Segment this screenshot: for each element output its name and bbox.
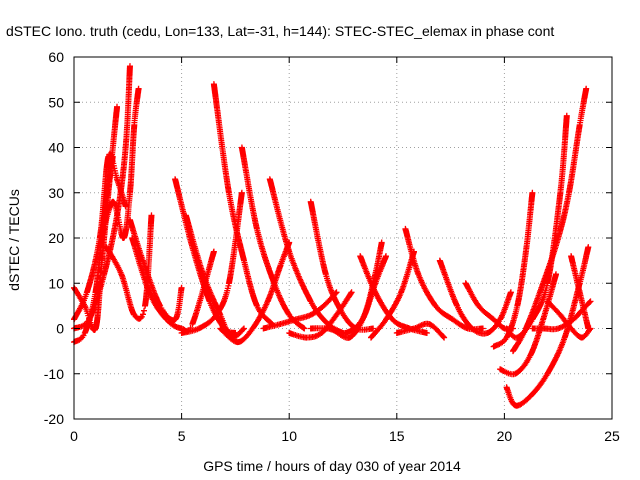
axis-ticks: 0 5 10 15 20 25 -20 -10 0 10 20 30 40 50 60 [44,49,620,444]
series-markers [129,235,217,335]
y-tick-label: 30 [48,185,64,201]
x-tick-label: 0 [70,428,78,444]
series-markers [217,239,293,346]
x-tick-label: 10 [281,428,297,444]
series-markers [329,239,385,341]
series-markers [178,189,245,336]
series-pass-15 [217,239,293,346]
series-markers [544,298,594,341]
series-markers [568,253,592,332]
series-pass-07 [103,212,155,322]
y-tick-label: 40 [48,140,64,156]
series-pass-14 [266,176,346,336]
series-markers [103,212,155,322]
series-pass-24 [436,257,514,337]
series-pass-08 [129,235,217,335]
y-tick-label: 0 [56,321,64,337]
series-markers [238,144,308,332]
y-tick-label: -20 [44,411,64,427]
series-markers [96,85,142,251]
x-tick-label: 5 [178,428,186,444]
x-tick-label: 20 [497,428,513,444]
grid [74,57,612,419]
series-pass-12 [178,189,245,336]
data-marks [71,63,594,409]
series-pass-20 [329,239,385,341]
series-markers [393,320,448,341]
x-tick-label: 15 [389,428,405,444]
series-pass-13 [238,144,308,332]
series-pass-33 [544,298,594,341]
series-pass-28 [497,271,559,378]
series-markers [368,248,417,341]
chart-title: dSTEC Iono. truth (cedu, Lon=133, Lat=-3… [6,23,554,39]
series-pass-27 [490,189,536,350]
y-tick-label: -10 [44,366,64,382]
series-markers [436,257,514,337]
y-tick-label: 10 [48,275,64,291]
x-axis-label: GPS time / hours of day 030 of year 2014 [203,458,461,474]
y-tick-label: 20 [48,230,64,246]
series-markers [510,85,590,355]
series-pass-32 [529,298,594,333]
series-markers [529,298,594,333]
series-markers [260,289,340,332]
series-markers [497,271,559,378]
series-pass-05 [96,85,142,251]
y-tick-label: 60 [48,49,64,65]
series-pass-23 [368,248,417,341]
y-tick-label: 50 [48,94,64,110]
series-pass-16 [260,289,340,332]
series-markers [490,189,536,350]
series-pass-31 [510,85,590,355]
series-markers [266,176,346,336]
y-axis-label: dSTEC / TECUs [6,189,22,291]
x-tick-label: 25 [604,428,620,444]
series-pass-34 [568,253,592,332]
series-pass-26 [393,320,448,341]
